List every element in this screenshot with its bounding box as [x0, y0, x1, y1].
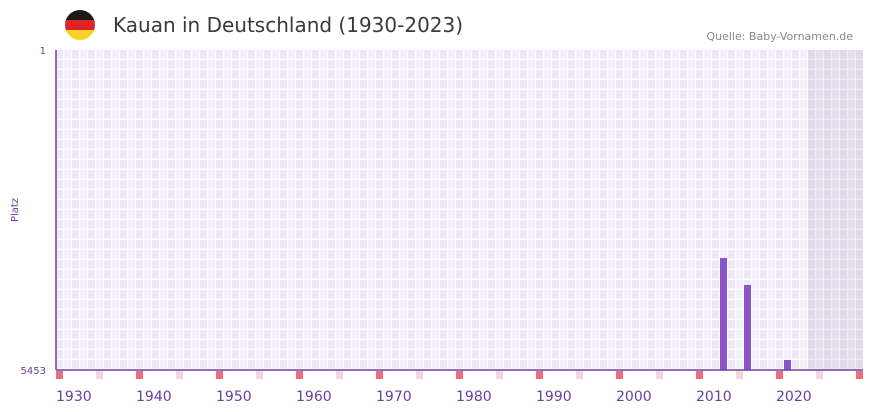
decade-marker [696, 371, 703, 379]
half-decade-marker [816, 371, 823, 379]
decade-marker [776, 371, 783, 379]
plot-background [56, 50, 863, 370]
y-tick-top: 1 [40, 46, 46, 57]
x-tick-label: 1940 [136, 389, 172, 405]
half-decade-marker [176, 371, 183, 379]
half-decade-marker [496, 371, 503, 379]
x-tick-label: 2000 [616, 389, 652, 405]
decade-marker [376, 371, 383, 379]
half-decade-marker [416, 371, 423, 379]
x-tick-label: 1980 [456, 389, 492, 405]
bar-2016 [744, 285, 751, 370]
half-decade-marker [336, 371, 343, 379]
half-decade-marker [736, 371, 743, 379]
decade-marker [56, 371, 63, 379]
decade-marker [856, 371, 863, 379]
decade-marker [616, 371, 623, 379]
decade-marker [216, 371, 223, 379]
half-decade-marker [256, 371, 263, 379]
no-data-region [808, 50, 863, 370]
half-decade-marker [576, 371, 583, 379]
decade-marker [536, 371, 543, 379]
germany-flag-icon [65, 10, 95, 40]
decade-marker [136, 371, 143, 379]
bar-2021 [784, 360, 791, 370]
x-tick-label: 1990 [536, 389, 572, 405]
decade-marker [296, 371, 303, 379]
half-decade-marker [656, 371, 663, 379]
x-tick-label: 1970 [376, 389, 412, 405]
x-tick-label: 1950 [216, 389, 252, 405]
x-tick-label: 2010 [696, 389, 732, 405]
chart-title: Kauan in Deutschland (1930-2023) [113, 13, 464, 37]
bar-2013 [720, 258, 727, 370]
source-link[interactable]: Quelle: Baby-Vornamen.de [706, 30, 853, 43]
y-axis-label: Platz [10, 198, 21, 222]
x-tick-label: 1930 [56, 389, 92, 405]
decade-marker [456, 371, 463, 379]
x-tick-label: 2020 [776, 389, 812, 405]
half-decade-marker [96, 371, 103, 379]
y-tick-bottom: 5453 [21, 366, 46, 377]
x-tick-label: 1960 [296, 389, 332, 405]
